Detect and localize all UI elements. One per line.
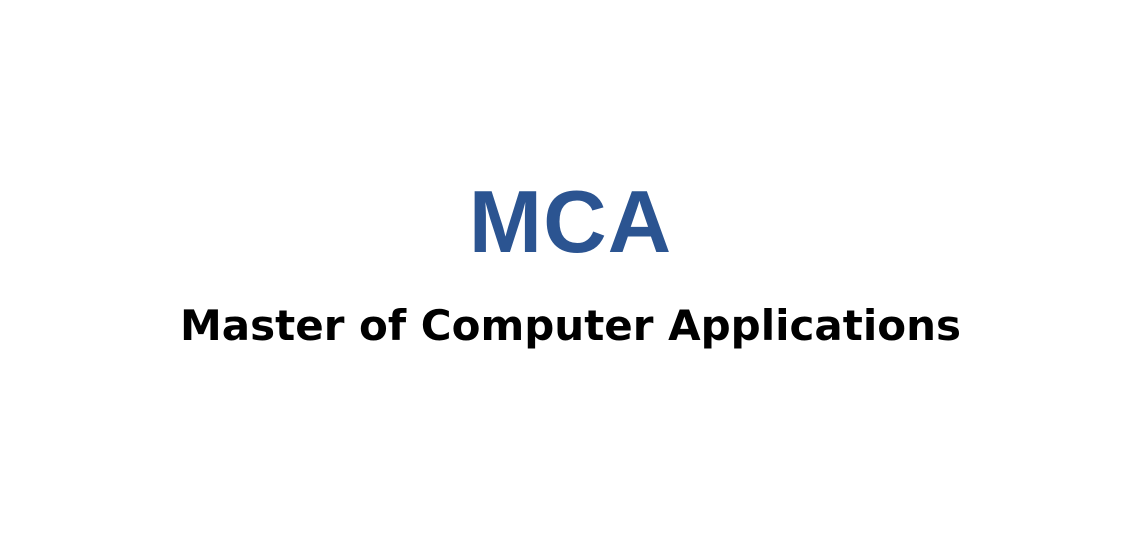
full-name-subheading: Master of Computer Applications xyxy=(180,301,961,350)
acronym-heading: MCA xyxy=(468,172,673,271)
